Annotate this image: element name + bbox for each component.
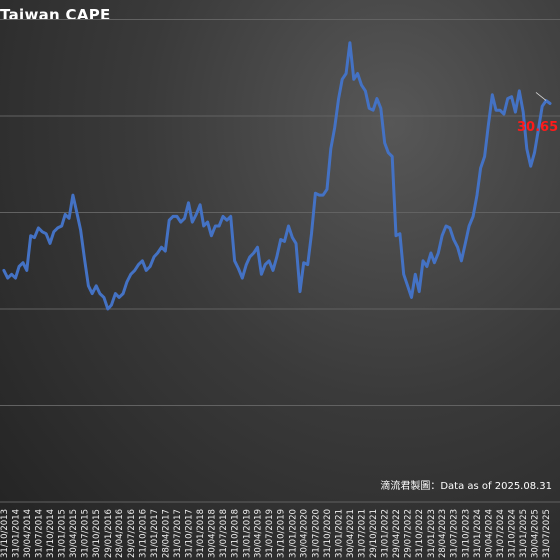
gridlines — [0, 19, 560, 503]
x-tick-label: 31/10/2014 — [46, 509, 56, 558]
x-tick-label: 31/07/2014 — [34, 509, 44, 558]
x-tick-label: 30/04/2018 — [207, 509, 217, 558]
x-tick-label: 30/04/2019 — [254, 509, 264, 558]
x-tick-label: 28/04/2016 — [115, 509, 125, 558]
x-tick-label: 31/07/2020 — [311, 509, 321, 558]
x-tick-label: 29/04/2022 — [392, 509, 402, 558]
x-tick-label: 31/10/2018 — [231, 509, 241, 558]
x-tick-label: 30/04/2024 — [484, 509, 494, 558]
x-tick-label: 31/07/2024 — [496, 509, 506, 558]
x-tick-label: 31/01/2018 — [196, 509, 206, 558]
x-tick-label: 31/01/2015 — [58, 509, 68, 558]
x-tick-label: 31/01/2020 — [288, 509, 298, 558]
x-tick-label: 31/01/2023 — [427, 509, 437, 558]
x-tick-label: 31/10/2023 — [461, 509, 471, 558]
x-tick-label: 31/07/2021 — [358, 509, 368, 558]
x-tick-label: 31/10/2013 — [0, 509, 10, 558]
x-tick-label: 31/01/2017 — [150, 509, 160, 558]
x-tick-label: 29/01/2016 — [104, 509, 114, 558]
series-layer — [2, 41, 552, 311]
x-tick-label: 31/10/2019 — [277, 509, 287, 558]
series-line-0 — [2, 41, 552, 311]
last-value-leader — [535, 92, 547, 101]
x-tick-label: 29/07/2016 — [127, 509, 137, 558]
x-tick-label: 30/04/2021 — [346, 509, 356, 558]
x-tick-label: 30/10/2015 — [92, 509, 102, 558]
x-tick-labels: 31/10/2013 31/01/2014 30/04/2014 31/07/2014… — [0, 509, 552, 558]
x-tick-label: 31/01/2024 — [473, 509, 483, 558]
x-tick-label: 30/04/2020 — [300, 509, 310, 558]
annotations: 30.65 滴流君製圖：Data as of 2025.08.31 — [380, 92, 558, 492]
x-tick-label: 31/07/2018 — [219, 509, 229, 558]
x-tick-label: 31/10/2017 — [185, 509, 195, 558]
x-tick-label: 29/07/2022 — [404, 509, 414, 558]
x-tick-label: 31/07/2023 — [450, 509, 460, 558]
x-tick-label: 31/10/2022 — [415, 509, 425, 558]
x-tick-label: 31/07/2017 — [173, 509, 183, 558]
last-value-label: 30.65 — [517, 120, 558, 135]
x-tick-label: 31/10/2016 — [138, 509, 148, 558]
x-tick-label: 30/04/2014 — [23, 509, 33, 558]
x-tick-label: 31/07/2015 — [81, 509, 91, 558]
x-tick-label: 31/01/2025 — [519, 509, 529, 558]
x-tick-label: 31/10/2020 — [323, 509, 333, 558]
x-tick-label: 31/01/2022 — [381, 509, 391, 558]
x-tick-label: 31/01/2021 — [335, 509, 345, 558]
x-tick-label: 29/10/2021 — [369, 509, 379, 558]
x-tick-label: 31/07/2025 — [542, 509, 552, 558]
x-tick-label: 30/04/2025 — [531, 509, 541, 558]
x-tick-label: 31/07/2019 — [265, 509, 275, 558]
data-source-note: 滴流君製圖：Data as of 2025.08.31 — [380, 479, 552, 492]
x-tick-label: 31/10/2024 — [508, 509, 518, 558]
x-tick-label: 30/04/2015 — [69, 509, 79, 558]
x-tick-label: 28/04/2017 — [161, 509, 171, 558]
x-tick-label: 31/01/2014 — [12, 509, 22, 558]
x-tick-label: 31/01/2019 — [242, 509, 252, 558]
x-tick-label: 28/04/2023 — [438, 509, 448, 558]
